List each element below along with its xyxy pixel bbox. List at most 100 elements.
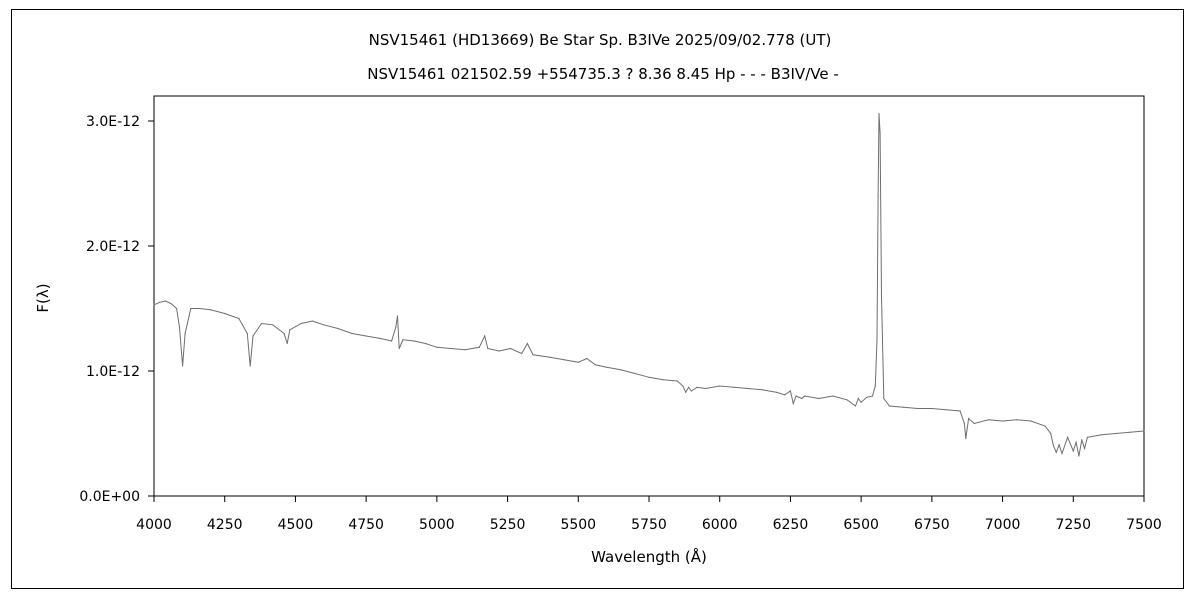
data-point [549,356,551,358]
data-point [877,195,879,197]
data-point [973,422,975,425]
data-point [391,340,393,342]
data-point [965,437,967,440]
x-tick-label: 7250 [1055,517,1091,533]
data-point [289,329,291,331]
data-point [509,347,511,350]
data-point [323,324,325,326]
data-point [153,304,155,306]
data-point [238,317,240,320]
data-point [696,386,698,388]
data-point [987,419,990,421]
data-point [484,335,486,337]
data-point [395,326,397,328]
data-point [1052,445,1055,447]
data-point [1143,430,1145,432]
data-point [879,132,881,135]
data-point [963,422,966,425]
data-point [1086,436,1088,438]
data-point [719,385,721,387]
spectrum-line [153,113,1145,457]
data-point [450,347,452,350]
data-point [413,340,415,342]
data-point [252,335,254,337]
data-point [871,395,874,397]
data-point [1058,444,1060,446]
data-point [210,309,212,311]
data-point [464,349,466,351]
x-tick-label: 6500 [843,517,879,533]
data-point [959,410,961,412]
data-point [931,407,933,410]
data-point [198,307,200,310]
data-point [563,359,565,361]
plot-area [153,95,1145,497]
data-point [487,347,489,350]
x-tick-label: 4250 [207,517,243,533]
y-tick-label: 2.0E-12 [86,239,140,255]
data-point [876,339,878,341]
data-point [398,347,400,350]
data-point [878,112,880,115]
data-point [761,389,763,391]
data-point [804,395,806,397]
data-point [620,369,622,371]
x-tick-label: 6250 [773,517,809,533]
data-point [968,417,970,420]
y-tick-label: 3.0E-12 [86,114,140,130]
y-tick-label: 1.0E-12 [86,364,140,380]
data-point [685,391,687,393]
data-point [283,332,285,335]
data-point [880,295,883,297]
data-point [832,395,834,397]
data-point [498,350,500,352]
data-point [945,409,947,411]
data-point [272,324,274,326]
data-point [365,335,367,337]
data-point [436,346,438,348]
data-point [532,354,534,356]
data-point [1072,450,1074,452]
data-point [170,302,172,305]
data-point [1050,432,1052,435]
data-point [747,387,749,390]
data-point [1078,455,1080,457]
data-point [190,307,192,310]
data-point [688,386,690,388]
data-point [857,397,859,400]
data-point [1044,425,1046,427]
data-point [1075,441,1077,443]
data-point [311,320,313,322]
data-point [784,394,786,396]
data-point [1030,420,1032,422]
y-axis: 0.0E+00 1.0E-12 2.0E-12 3.0E-12 [79,114,154,505]
data-point [526,342,529,345]
data-point [883,397,885,400]
data-point [801,397,803,400]
x-tick-label: 4500 [278,517,314,533]
data-point [1002,420,1004,422]
data-points [153,112,1145,457]
data-point [402,339,404,341]
data-point [182,365,184,367]
x-tick-label: 5500 [560,517,596,533]
data-point [1129,431,1131,433]
y-axis-label: F(λ) [34,283,52,312]
data-point [634,372,636,375]
data-point [733,386,735,388]
data-point [860,401,862,403]
data-point [1084,447,1086,450]
data-point [648,376,650,378]
data-point [917,407,919,410]
data-point [246,332,248,335]
data-point [682,385,684,387]
data-point [795,395,797,397]
data-point [577,361,579,363]
data-point [874,385,876,387]
chart-title: NSV15461 (HD13669) Be Star Sp. B3IVe 202… [369,31,832,49]
x-tick-label: 6750 [914,517,950,533]
x-axis: 4000 4250 4500 4750 5000 5250 5500 5750 6000 6250… [136,496,1162,533]
x-tick-label: 5750 [631,517,667,533]
data-point [888,405,891,407]
